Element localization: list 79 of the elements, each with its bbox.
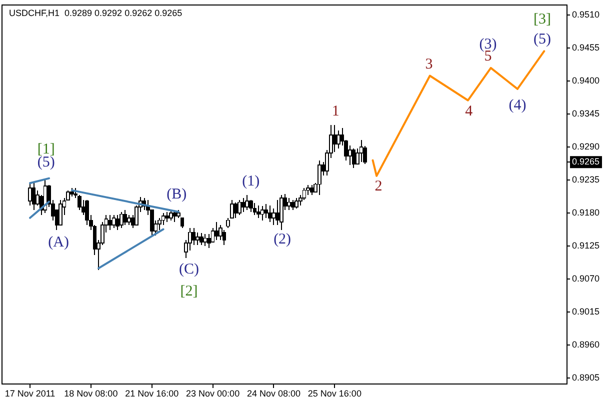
annotation: (4) [508,97,526,114]
candlestick [165,211,170,223]
annotation: (C) [179,261,200,278]
y-tick-label: 0.9345 [572,108,600,119]
annotation: (2) [274,231,292,248]
candlestick [222,229,226,246]
candlestick [192,228,196,246]
candlestick [279,194,284,230]
candlestick [238,199,242,216]
candlestick [234,202,238,218]
candlestick [123,210,128,226]
candlestick [28,182,32,206]
y-tick-label: 0.9290 [572,142,600,152]
y-tick-label: 0.9400 [572,76,600,86]
annotation: [2] [180,283,198,300]
annotation: 1 [332,103,340,120]
candlestick [260,205,264,221]
annotation: [3] [533,11,551,28]
annotation: (1) [242,173,260,190]
candlestick [85,199,90,226]
candlestick [120,211,124,229]
annotation: 2 [374,178,382,194]
y-tick-label: 0.9070 [572,273,600,284]
candlestick [352,148,356,169]
candlestick [287,198,291,211]
y-tick-label: 0.9180 [572,207,600,218]
candlestick [207,234,211,248]
candlestick [127,214,131,226]
annotation: 4 [465,103,474,120]
candlestick [256,204,260,218]
x-tick-label: 21 Nov 16:00 [125,388,179,398]
candlestick [306,184,310,196]
candlestick [218,224,222,241]
candlestick [252,202,257,216]
candlestick [268,204,272,223]
candlestick [348,144,352,166]
candlestick [336,130,340,149]
candlestick [161,212,166,226]
annotation: (B) [166,186,187,202]
candlestick [290,199,295,211]
candlestick [58,199,62,226]
annotation: 0.9265 [572,156,600,166]
candlestick [214,222,219,241]
y-tick-label: 0.9125 [572,240,600,250]
candlestick [264,204,268,218]
x-tick-label: 24 Nov 08:00 [246,388,301,398]
candlestick [196,232,200,246]
annotation: (5) [533,31,551,48]
candlestick [169,210,173,221]
candlestick [245,194,249,211]
annotation: 3 [425,56,433,72]
x-tick-label: 25 Nov 16:00 [308,388,362,398]
x-tick-label: 18 Nov 08:00 [64,388,118,398]
y-tick-label: 0.9015 [572,306,600,316]
candlestick [116,214,120,230]
candlestick [294,198,298,209]
candlestick [203,234,208,247]
candlestick [332,124,337,152]
line-series [372,50,546,177]
y-tick-label: 0.9455 [572,42,600,53]
candlestick [318,160,322,196]
candlestick [241,198,246,212]
candlestick [272,208,276,226]
y-tick-label: 0.9235 [572,174,600,184]
y-tick-label: 0.8905 [572,372,600,382]
x-tick-label: 17 Nov 2011 [4,388,56,398]
candlestick [112,214,116,229]
annotation: (A) [48,234,69,250]
candlestick [199,232,204,246]
x-tick-label: 23 Nov 00:00 [186,388,240,398]
candlestick [359,139,364,163]
candlestick [32,181,36,211]
y-tick-label: 0.9510 [572,10,600,20]
candlestick [276,199,280,226]
candlestick [108,214,112,230]
candlestick [248,199,253,212]
candlestick [310,184,314,196]
y-tick-label: 0.8960 [572,339,600,350]
chart-title: USDCHF,H1 0.9289 0.9292 0.9262 0.9265 [9,8,182,18]
